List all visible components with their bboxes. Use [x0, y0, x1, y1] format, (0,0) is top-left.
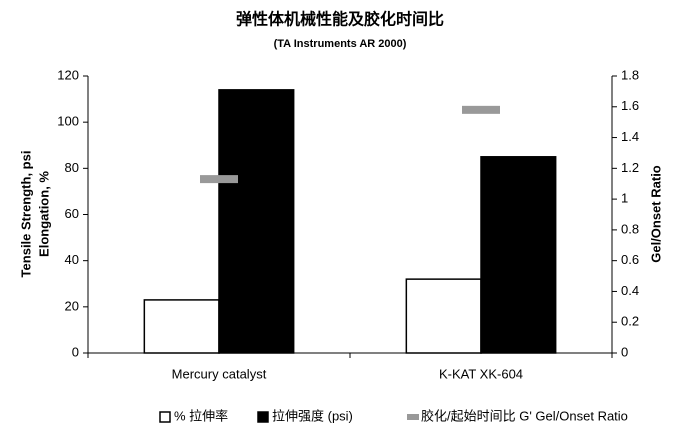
chart-subtitle: (TA Instruments AR 2000)	[274, 38, 407, 50]
x-tick-label: Mercury catalyst	[172, 366, 267, 381]
y-tick-label: 0	[72, 344, 79, 359]
y2-axis-label: Gel/Onset Ratio	[648, 165, 663, 263]
ratio-marker	[462, 105, 500, 114]
y-axis-label: Elongation, %	[36, 171, 51, 257]
y-axis-label: Tensile Strength, psi	[18, 151, 33, 278]
legend-label: 胶化/起始时间比 G' Gel/Onset Ratio	[421, 408, 628, 423]
legend-label: 拉伸强度 (psi)	[272, 408, 353, 423]
y2-tick-label: 0.4	[621, 283, 639, 298]
ratio-marker	[200, 175, 238, 184]
y2-tick-label: 0.6	[621, 252, 639, 267]
bar	[405, 278, 482, 354]
legend-swatch	[407, 414, 419, 420]
y2-tick-label: 0	[621, 344, 628, 359]
y2-tick-label: 0.8	[621, 221, 639, 236]
y2-tick-label: 1.4	[621, 129, 639, 144]
y-tick-label: 20	[65, 298, 79, 313]
y-tick-label: 40	[65, 252, 79, 267]
y-tick-label: 100	[57, 114, 79, 129]
y2-tick-label: 1.2	[621, 160, 639, 175]
legend-label: % 拉伸率	[174, 408, 228, 423]
legend-swatch	[159, 411, 171, 423]
y2-tick-label: 1.6	[621, 98, 639, 113]
y-tick-label: 60	[65, 206, 79, 221]
y-tick-label: 80	[65, 160, 79, 175]
y2-tick-label: 0.2	[621, 314, 639, 329]
y2-tick-label: 1	[621, 191, 628, 206]
bar	[480, 156, 557, 354]
y2-tick-label: 1.8	[621, 67, 639, 82]
bar	[143, 299, 220, 354]
legend-swatch	[257, 411, 269, 423]
chart-title: 弹性体机械性能及胶化时间比	[236, 10, 444, 29]
y-tick-label: 120	[57, 67, 79, 82]
x-tick-label: K-KAT XK-604	[439, 366, 523, 381]
bar	[218, 89, 295, 354]
